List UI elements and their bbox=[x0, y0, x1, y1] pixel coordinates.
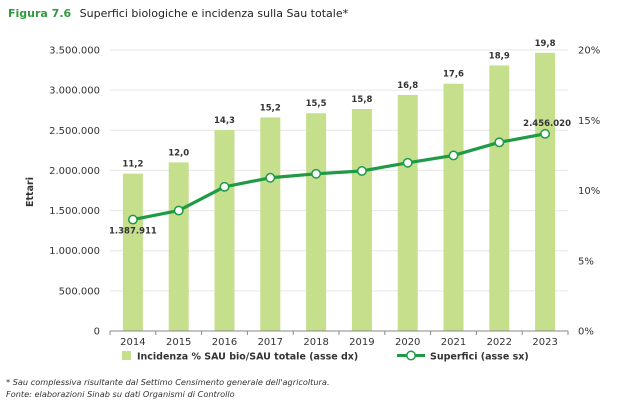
line-marker bbox=[219, 181, 230, 192]
legend-label-line: Superfici (asse sx) bbox=[430, 352, 529, 363]
line-marker bbox=[265, 172, 276, 183]
line-point-label: 2.456.020 bbox=[523, 119, 571, 129]
bar bbox=[306, 113, 327, 331]
legend-swatch-bar bbox=[122, 351, 131, 360]
bar-value-label: 15,8 bbox=[351, 95, 372, 105]
line-point-labels: 1.387.911 2.456.020 bbox=[109, 119, 571, 237]
x-tick-label: 2022 bbox=[487, 337, 512, 348]
line-series bbox=[127, 128, 551, 225]
line-marker bbox=[448, 150, 459, 161]
line-marker bbox=[311, 168, 322, 179]
left-tick-label: 0 bbox=[94, 327, 100, 338]
bar bbox=[168, 162, 189, 331]
line-marker bbox=[540, 128, 551, 139]
x-tick-label: 2014 bbox=[120, 337, 145, 348]
right-tick-label: 5% bbox=[578, 256, 594, 267]
legend-label-bar: Incidenza % SAU bio/SAU totale (asse dx) bbox=[137, 352, 358, 363]
bar bbox=[122, 173, 143, 331]
left-tick-label: 2.500.000 bbox=[49, 126, 100, 137]
right-tick-label: 15% bbox=[578, 116, 600, 127]
line-marker bbox=[127, 214, 138, 225]
legend: Incidenza % SAU bio/SAU totale (asse dx)… bbox=[122, 350, 529, 363]
bar-data-labels: 11,2 12,0 14,3 15,2 15,5 15,8 16,8 17,6 18,9 19,8 bbox=[122, 39, 555, 170]
bar-value-label: 14,3 bbox=[214, 116, 235, 126]
bar-value-label: 16,8 bbox=[397, 81, 418, 91]
right-tick-label: 20% bbox=[578, 46, 600, 57]
bar bbox=[214, 130, 235, 331]
legend-swatch-marker bbox=[406, 350, 416, 361]
line-marker bbox=[173, 205, 184, 216]
x-tick-label: 2016 bbox=[212, 337, 237, 348]
left-tick-label: 1.000.000 bbox=[49, 246, 100, 257]
bar-value-label: 11,2 bbox=[122, 160, 143, 170]
source-note: Fonte: elaborazioni Sinab su dati Organi… bbox=[6, 389, 235, 399]
footnote: * Sau complessiva risultante dal Settimo… bbox=[6, 377, 330, 387]
bar bbox=[351, 109, 372, 331]
bar bbox=[535, 52, 556, 332]
left-tick-label: 500.000 bbox=[59, 286, 100, 297]
bar-value-label: 18,9 bbox=[489, 51, 510, 61]
x-tick-label: 2017 bbox=[258, 337, 283, 348]
x-axis-tick-labels: 2014 2015 2016 2017 2018 2019 2020 2021 2022 2023 bbox=[109, 331, 569, 348]
x-tick-label: 2021 bbox=[441, 337, 466, 348]
figure-title: Superfici biologiche e incidenza sulla S… bbox=[79, 7, 349, 20]
x-tick-label: 2015 bbox=[166, 337, 191, 348]
left-tick-label: 1.500.000 bbox=[49, 206, 100, 217]
bar-series bbox=[122, 52, 556, 332]
right-axis-ticks: 0% 5% 10% 15% 20% bbox=[578, 46, 600, 338]
left-tick-label: 2.000.000 bbox=[49, 166, 100, 177]
figure-number: Figura 7.6 bbox=[8, 7, 72, 20]
series-line bbox=[132, 132, 546, 222]
left-tick-label: 3.500.000 bbox=[49, 46, 100, 57]
bar bbox=[489, 65, 510, 331]
line-point-label: 1.387.911 bbox=[109, 227, 157, 237]
x-tick-label: 2018 bbox=[303, 337, 328, 348]
figure-footer: * Sau complessiva risultante dal Settimo… bbox=[6, 376, 330, 400]
bar-value-label: 15,2 bbox=[260, 103, 281, 113]
line-marker bbox=[356, 166, 367, 176]
bar-value-label: 12,0 bbox=[168, 148, 189, 158]
left-tick-label: 3.000.000 bbox=[49, 86, 100, 97]
x-tick-label: 2019 bbox=[349, 337, 374, 348]
bar-value-label: 17,6 bbox=[443, 70, 464, 80]
bar bbox=[443, 83, 464, 331]
bar bbox=[260, 117, 281, 331]
bar-value-label: 15,5 bbox=[306, 99, 327, 109]
bar-value-label: 19,8 bbox=[535, 39, 556, 49]
x-tick-label: 2023 bbox=[532, 337, 557, 348]
left-axis-title: Ettari bbox=[25, 177, 36, 207]
bar bbox=[397, 94, 418, 332]
figure-title-row: Figura 7.6 Superfici biologiche e incide… bbox=[8, 7, 348, 20]
left-axis-ticks: 0 500.000 1.000.000 1.500.000 2.000.000 2.500… bbox=[49, 46, 100, 338]
right-tick-label: 0% bbox=[578, 327, 594, 338]
line-marker bbox=[402, 157, 413, 168]
combo-chart: 0 500.000 1.000.000 1.500.000 2.000.000 2.500… bbox=[25, 39, 600, 363]
line-marker bbox=[494, 137, 505, 148]
x-tick-label: 2020 bbox=[395, 337, 420, 348]
right-tick-label: 10% bbox=[578, 186, 600, 197]
